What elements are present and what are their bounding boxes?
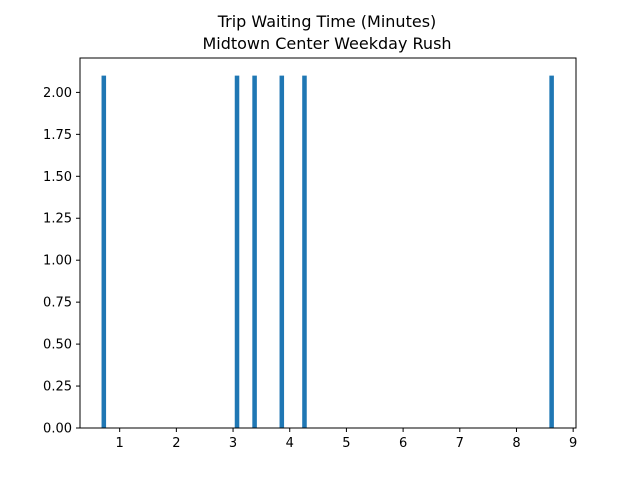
y-tick-label-2: 0.50 (43, 338, 72, 353)
y-tick-label-4: 1.00 (43, 254, 72, 269)
x-tick-label-6: 7 (456, 436, 464, 451)
bar-1 (234, 75, 240, 428)
x-tick-label-4: 5 (342, 436, 350, 451)
y-tick-label-1: 0.25 (43, 380, 72, 395)
chart-title: Trip Waiting Time (Minutes) (217, 12, 437, 31)
x-tick-label-0: 1 (116, 436, 124, 451)
y-tick-label-7: 1.75 (43, 128, 72, 143)
bar-5 (549, 75, 554, 428)
y-axis: 0.00 0.25 0.50 0.75 1.00 1.25 1.50 1.75 2.00 (43, 86, 80, 437)
x-tick-label-2: 3 (229, 436, 237, 451)
bar-2 (252, 75, 257, 428)
x-tick-label-5: 6 (399, 436, 407, 451)
bar-3 (279, 75, 285, 428)
y-tick-label-0: 0.00 (43, 422, 72, 437)
x-tick-label-8: 9 (569, 436, 577, 451)
x-tick-label-7: 8 (512, 436, 520, 451)
x-tick-label-1: 2 (172, 436, 180, 451)
plot-frame (79, 57, 577, 429)
y-tick-label-8: 2.00 (43, 86, 72, 101)
y-tick-label-3: 0.75 (43, 296, 72, 311)
x-axis: 1 2 3 4 5 6 7 8 9 (116, 428, 577, 451)
bars-group (101, 75, 554, 428)
y-tick-label-6: 1.50 (43, 170, 72, 185)
chart-subtitle: Midtown Center Weekday Rush (202, 34, 451, 53)
bar-0 (101, 75, 107, 428)
y-tick-label-5: 1.25 (43, 212, 72, 227)
bar-4 (302, 75, 307, 428)
x-tick-label-3: 4 (286, 436, 294, 451)
